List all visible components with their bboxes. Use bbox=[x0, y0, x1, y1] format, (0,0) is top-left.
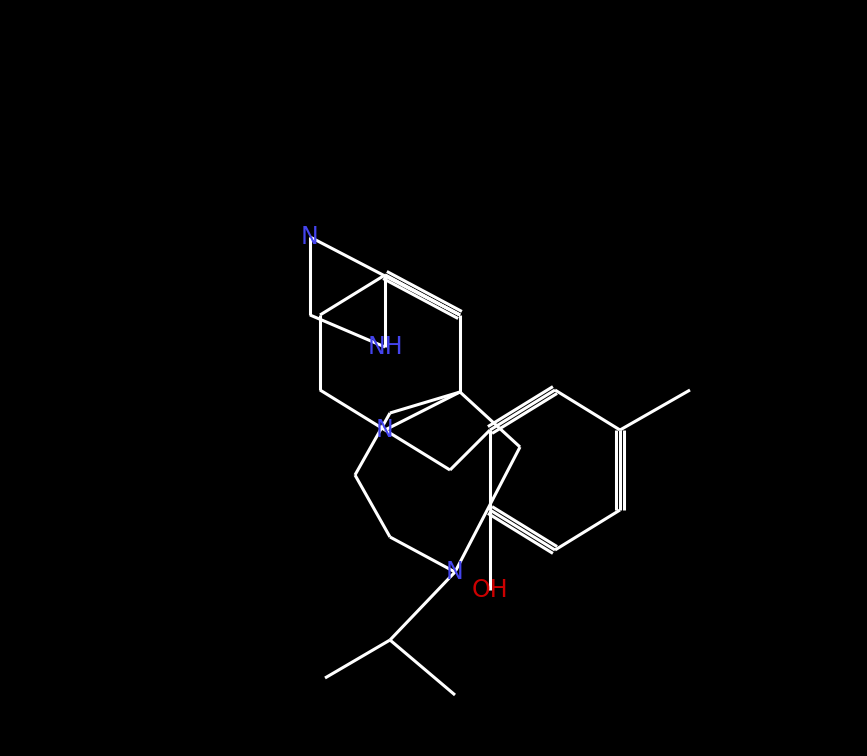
Text: N: N bbox=[301, 225, 319, 249]
Text: NH: NH bbox=[368, 335, 403, 359]
Text: OH: OH bbox=[472, 578, 508, 602]
Text: N: N bbox=[447, 560, 464, 584]
Text: N: N bbox=[376, 418, 394, 442]
